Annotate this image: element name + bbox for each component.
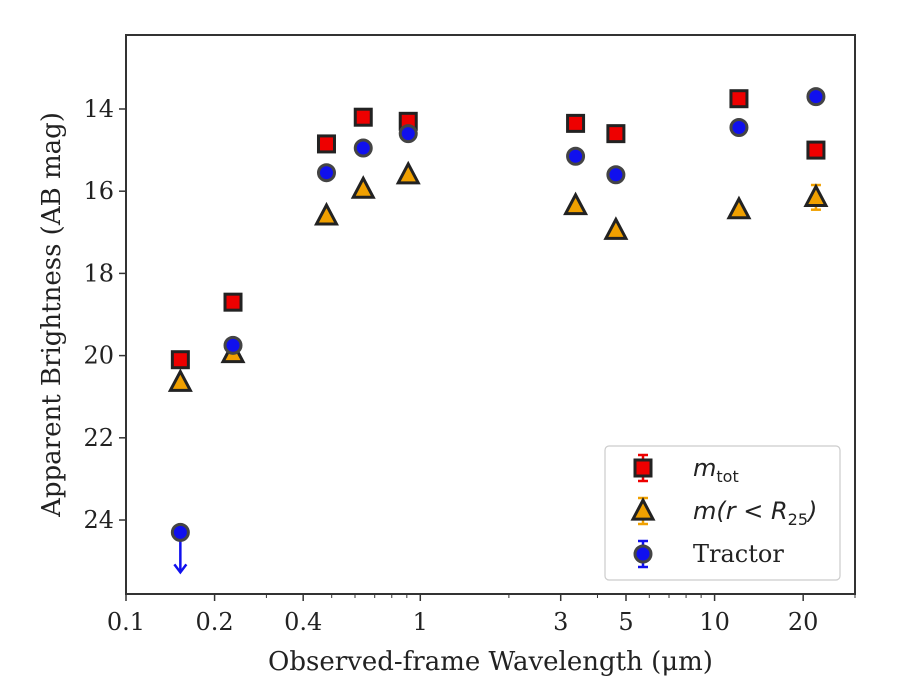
legend-label: Tractor	[693, 540, 784, 568]
y-axis-label: Apparent Brightness (AB mag)	[37, 112, 67, 518]
data-point-square	[316, 134, 336, 154]
data-point-circle	[806, 87, 826, 107]
y-tick-label: 24	[83, 506, 114, 534]
data-point-square	[353, 107, 373, 127]
legend-label: m(r < R25)	[693, 497, 817, 529]
data-point-square	[806, 140, 826, 160]
y-tick-label: 14	[83, 95, 114, 123]
x-tick-label: 0.1	[107, 608, 145, 636]
data-point-circle	[170, 522, 190, 542]
data-point-triangle	[563, 191, 589, 216]
axes: 0.1 0.2 0.4 1 3 5 10 20 14 16 18 20 22 24	[83, 95, 856, 636]
x-tick-label: 5	[618, 608, 633, 636]
x-tick-label: 20	[788, 608, 819, 636]
x-tick-label: 1	[413, 608, 428, 636]
data-point-square	[223, 292, 243, 312]
data-point-triangle	[395, 160, 421, 185]
legend-entry: m(r < R25)	[630, 496, 817, 529]
data-point-circle	[223, 335, 243, 355]
data-point-triangle	[167, 368, 193, 392]
x-tick-label: 10	[699, 608, 730, 636]
data-marks	[167, 87, 829, 575]
series-square-group	[170, 89, 826, 370]
upper-limit-arrow-head	[173, 563, 188, 575]
legend-label: mtot	[693, 454, 739, 486]
data-point-square	[606, 124, 626, 144]
x-tick-label: 3	[553, 608, 568, 636]
legend-marker-triangle	[630, 496, 656, 521]
data-point-triangle	[350, 175, 376, 199]
x-axis-label: Observed-frame Wavelength (μm)	[268, 647, 713, 677]
data-point-circle	[316, 163, 336, 183]
data-point-circle	[606, 165, 626, 185]
data-point-triangle	[726, 195, 752, 220]
series-circle-group	[170, 87, 826, 575]
legend-box	[604, 445, 841, 581]
data-point-circle	[566, 146, 586, 166]
y-tick-label: 22	[83, 424, 114, 452]
plot-frame	[125, 34, 856, 595]
y-tick-label: 20	[83, 342, 114, 370]
legend-marker-square	[633, 458, 653, 478]
x-tick-label: 0.4	[284, 608, 322, 636]
data-point-square	[170, 350, 190, 370]
x-tick-label: 0.2	[196, 608, 234, 636]
y-tick-label: 16	[83, 177, 114, 205]
legend-entry: mtot	[633, 453, 739, 486]
y-tick-label: 18	[83, 259, 114, 287]
data-point-triangle	[803, 183, 829, 207]
legend-marker-circle	[633, 544, 653, 564]
data-point-triangle	[603, 216, 629, 240]
data-point-square	[729, 89, 749, 109]
legend: mtot m(r < R25) Tractor	[604, 445, 841, 581]
data-point-square	[566, 113, 586, 133]
data-point-triangle	[313, 201, 339, 226]
data-point-circle	[353, 138, 373, 158]
data-point-circle	[398, 124, 418, 144]
legend-entry: Tractor	[633, 539, 784, 569]
data-point-circle	[729, 117, 749, 137]
